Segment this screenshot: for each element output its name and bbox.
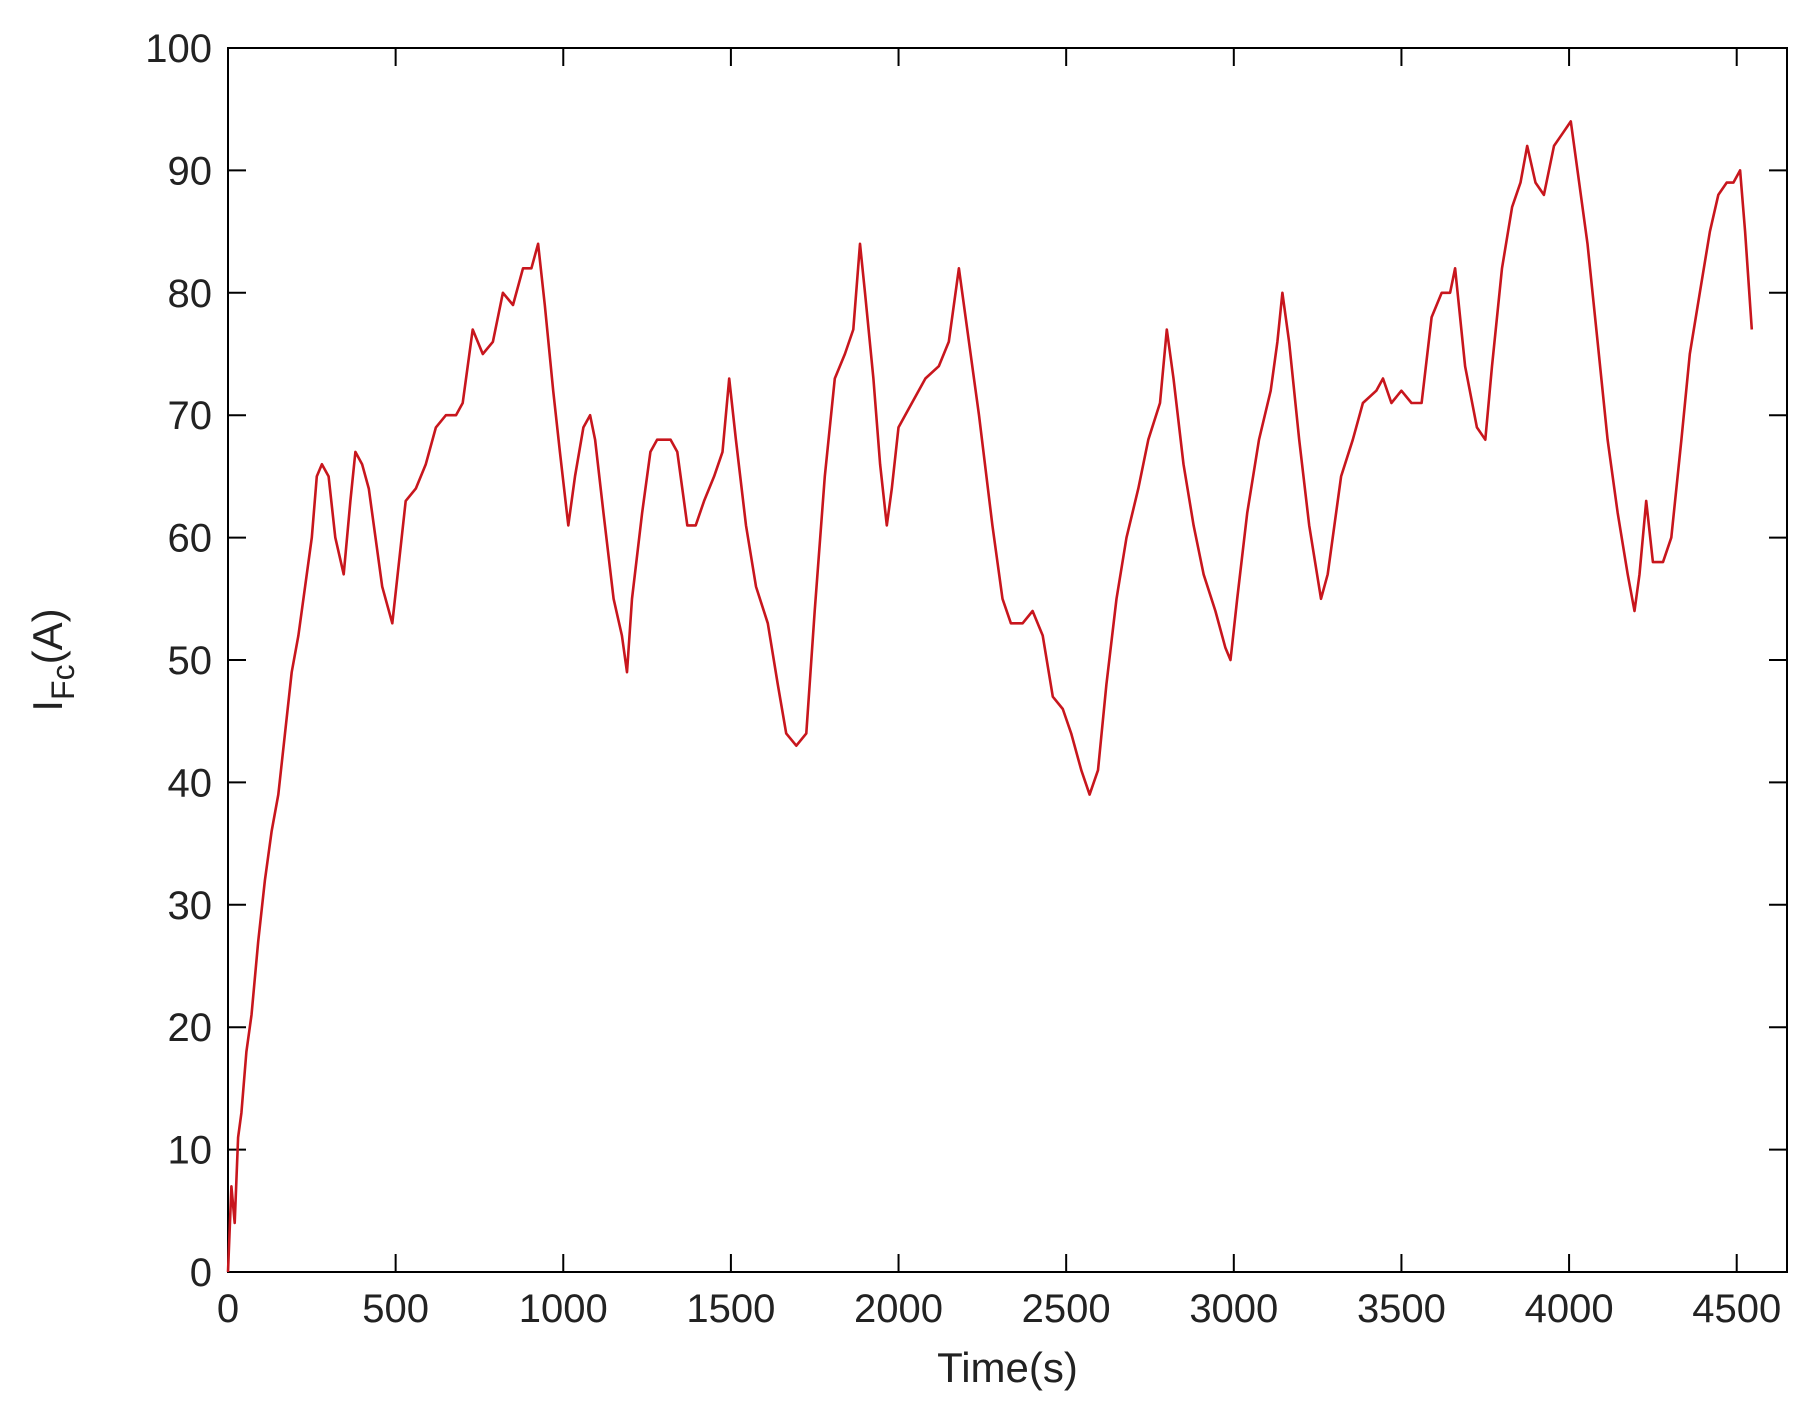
x-tick-label: 3500 (1357, 1287, 1446, 1331)
y-axis-label-main: I (24, 700, 71, 712)
x-tick-label: 0 (217, 1287, 239, 1331)
y-tick-label: 70 (168, 394, 213, 438)
y-axis-label: IFc(A) (24, 608, 81, 711)
y-tick-label: 80 (168, 272, 213, 316)
y-axis-label-suffix: (A) (24, 608, 71, 664)
y-tick-label: 30 (168, 884, 213, 928)
y-axis-label-subscript: Fc (45, 664, 81, 700)
x-axis-ticks: 0 500 1000 1500 2000 2500 3000 3500 4000 4500 (217, 48, 1781, 1331)
x-tick-label: 4500 (1692, 1287, 1781, 1331)
x-tick-label: 2500 (1022, 1287, 1111, 1331)
x-tick-label: 2000 (854, 1287, 943, 1331)
y-tick-label: 100 (145, 27, 212, 71)
x-axis-label: Time(s) (937, 1344, 1078, 1391)
x-tick-label: 4000 (1525, 1287, 1614, 1331)
x-tick-label: 500 (362, 1287, 429, 1331)
y-tick-label: 20 (168, 1006, 213, 1050)
x-tick-label: 1500 (686, 1287, 775, 1331)
y-tick-label: 40 (168, 761, 213, 805)
y-tick-label: 0 (190, 1251, 212, 1295)
y-tick-label: 90 (168, 149, 213, 193)
x-tick-label: 3000 (1189, 1287, 1278, 1331)
series-line (226, 120, 1754, 1273)
y-tick-label: 60 (168, 517, 213, 561)
plot-area-frame (227, 47, 1788, 1273)
y-axis-ticks: 0 10 20 30 40 50 60 70 80 90 100 (145, 27, 1787, 1295)
x-tick-label: 1000 (519, 1287, 608, 1331)
y-tick-label: 50 (168, 639, 213, 683)
y-tick-label: 10 (168, 1129, 213, 1173)
